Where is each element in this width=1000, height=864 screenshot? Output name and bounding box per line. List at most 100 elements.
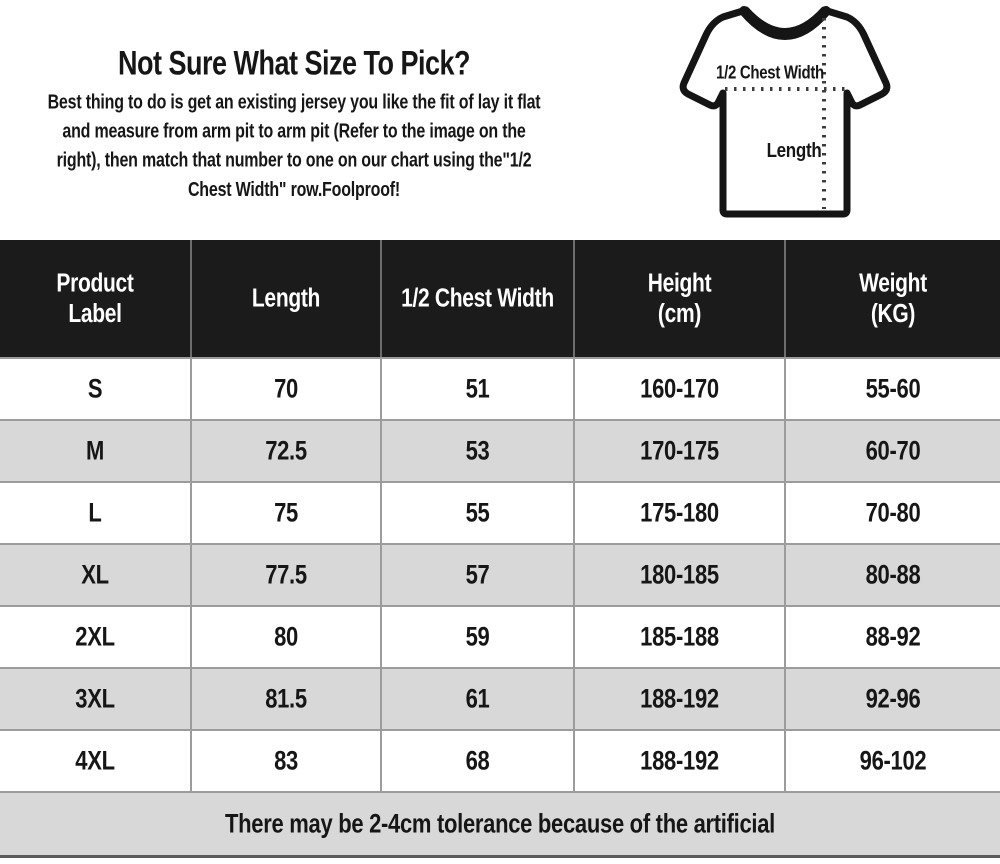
cell-text: 160-170 bbox=[640, 373, 719, 404]
cell-text: 175-180 bbox=[640, 497, 719, 528]
size-chart-table: Product Label Length 1/2 Chest Width Height… bbox=[0, 240, 1000, 858]
cell-text: 1/2 Chest Width bbox=[401, 284, 554, 313]
table-row: 3XL 81.5 61 188-192 92-96 bbox=[0, 669, 1000, 731]
cell-text: L bbox=[88, 497, 102, 528]
table-header-row: Product Label Length 1/2 Chest Width Height… bbox=[0, 240, 1000, 359]
intro-instructions: Best thing to do is get an existing jers… bbox=[47, 91, 541, 202]
table-cell: 70 bbox=[192, 359, 382, 419]
intro-section: Not Sure What Size To Pick? Best thing t… bbox=[0, 0, 588, 238]
cell-text: 55 bbox=[465, 497, 490, 528]
table-cell: 160-170 bbox=[575, 359, 786, 419]
table-cell: 70-80 bbox=[786, 483, 1000, 543]
table-cell: 185-188 bbox=[575, 607, 786, 667]
table-cell: XL bbox=[0, 545, 192, 605]
cell-text: 188-192 bbox=[640, 683, 719, 714]
table-cell: 3XL bbox=[0, 669, 192, 729]
header-cell: 1/2 Chest Width bbox=[382, 240, 575, 357]
cell-text: M bbox=[85, 435, 105, 466]
cell-text: 57 bbox=[465, 559, 490, 590]
cell-text: 188-192 bbox=[640, 745, 719, 776]
chest-width-label: 1/2 Chest Width bbox=[716, 63, 824, 84]
header-cell: Height (cm) bbox=[575, 240, 786, 357]
cell-text: 88-92 bbox=[865, 621, 921, 652]
table-cell: M bbox=[0, 421, 192, 481]
table-cell: 96-102 bbox=[786, 731, 1000, 791]
cell-text: 68 bbox=[465, 745, 490, 776]
cell-text: Length bbox=[251, 284, 321, 313]
table-row: 4XL 83 68 188-192 96-102 bbox=[0, 731, 1000, 793]
table-cell: 61 bbox=[382, 669, 575, 729]
tshirt-illustration bbox=[679, 6, 891, 218]
cell-text: 70-80 bbox=[865, 497, 921, 528]
table-cell: 175-180 bbox=[575, 483, 786, 543]
cell-text: 83 bbox=[274, 745, 298, 776]
cell-text: 72.5 bbox=[265, 435, 307, 466]
table-row: XL 77.5 57 180-185 80-88 bbox=[0, 545, 1000, 607]
cell-text: 77.5 bbox=[265, 559, 307, 590]
cell-text: 60-70 bbox=[865, 435, 921, 466]
table-row: M 72.5 53 170-175 60-70 bbox=[0, 421, 1000, 483]
table-cell: 92-96 bbox=[786, 669, 1000, 729]
cell-text: 96-102 bbox=[859, 745, 927, 776]
tshirt-collar bbox=[739, 6, 831, 40]
cell-text: 2XL bbox=[75, 621, 115, 652]
table-cell: 4XL bbox=[0, 731, 192, 791]
cell-text: 53 bbox=[465, 435, 490, 466]
table-row: 2XL 80 59 185-188 88-92 bbox=[0, 607, 1000, 669]
table-cell: 60-70 bbox=[786, 421, 1000, 481]
cell-text: 51 bbox=[465, 373, 490, 404]
table-cell: 88-92 bbox=[786, 607, 1000, 667]
table-row: L 75 55 175-180 70-80 bbox=[0, 483, 1000, 545]
header-cell: Length bbox=[192, 240, 382, 357]
table-cell: 59 bbox=[382, 607, 575, 667]
header-cell: Weight (KG) bbox=[786, 240, 1000, 357]
table-cell: 170-175 bbox=[575, 421, 786, 481]
table-cell: 57 bbox=[382, 545, 575, 605]
cell-text: S bbox=[87, 373, 103, 404]
cell-text: Weight (KG) bbox=[859, 269, 927, 328]
header-cell: Product Label bbox=[0, 240, 192, 357]
table-cell: 55 bbox=[382, 483, 575, 543]
page-title: Not Sure What Size To Pick? bbox=[117, 44, 471, 83]
cell-text: Height (cm) bbox=[647, 269, 712, 328]
table-cell: L bbox=[0, 483, 192, 543]
table-cell: 188-192 bbox=[575, 731, 786, 791]
table-cell: 2XL bbox=[0, 607, 192, 667]
cell-text: 70 bbox=[274, 373, 298, 404]
cell-text: 81.5 bbox=[265, 683, 307, 714]
cell-text: 4XL bbox=[75, 745, 115, 776]
table-cell: 81.5 bbox=[192, 669, 382, 729]
table-cell: 53 bbox=[382, 421, 575, 481]
cell-text: 3XL bbox=[75, 683, 115, 714]
length-label: Length bbox=[766, 139, 822, 162]
table-cell: 80 bbox=[192, 607, 382, 667]
cell-text: 80-88 bbox=[865, 559, 921, 590]
table-cell: 55-60 bbox=[786, 359, 1000, 419]
tshirt-outline bbox=[679, 6, 891, 218]
table-cell: 77.5 bbox=[192, 545, 382, 605]
table-cell: 75 bbox=[192, 483, 382, 543]
cell-text: 61 bbox=[465, 683, 490, 714]
table-cell: 72.5 bbox=[192, 421, 382, 481]
cell-text: 92-96 bbox=[865, 683, 921, 714]
table-cell: 180-185 bbox=[575, 545, 786, 605]
tshirt-diagram bbox=[677, 4, 893, 222]
cell-text: 59 bbox=[465, 621, 490, 652]
cell-text: 185-188 bbox=[640, 621, 719, 652]
table-cell: 188-192 bbox=[575, 669, 786, 729]
table-footer-note: There may be 2-4cm tolerance because of … bbox=[0, 793, 1000, 858]
cell-text: Product Label bbox=[56, 269, 134, 328]
table-cell: 80-88 bbox=[786, 545, 1000, 605]
table-body: S 70 51 160-170 55-60 M 72.5 53 170-175 60-70 L 75 5… bbox=[0, 359, 1000, 793]
cell-text: 180-185 bbox=[640, 559, 719, 590]
cell-text: 75 bbox=[274, 497, 298, 528]
cell-text: XL bbox=[81, 559, 109, 590]
table-cell: 83 bbox=[192, 731, 382, 791]
table-cell: S bbox=[0, 359, 192, 419]
table-row: S 70 51 160-170 55-60 bbox=[0, 359, 1000, 421]
table-cell: 51 bbox=[382, 359, 575, 419]
cell-text: 80 bbox=[274, 621, 298, 652]
table-cell: 68 bbox=[382, 731, 575, 791]
cell-text: 170-175 bbox=[640, 435, 719, 466]
